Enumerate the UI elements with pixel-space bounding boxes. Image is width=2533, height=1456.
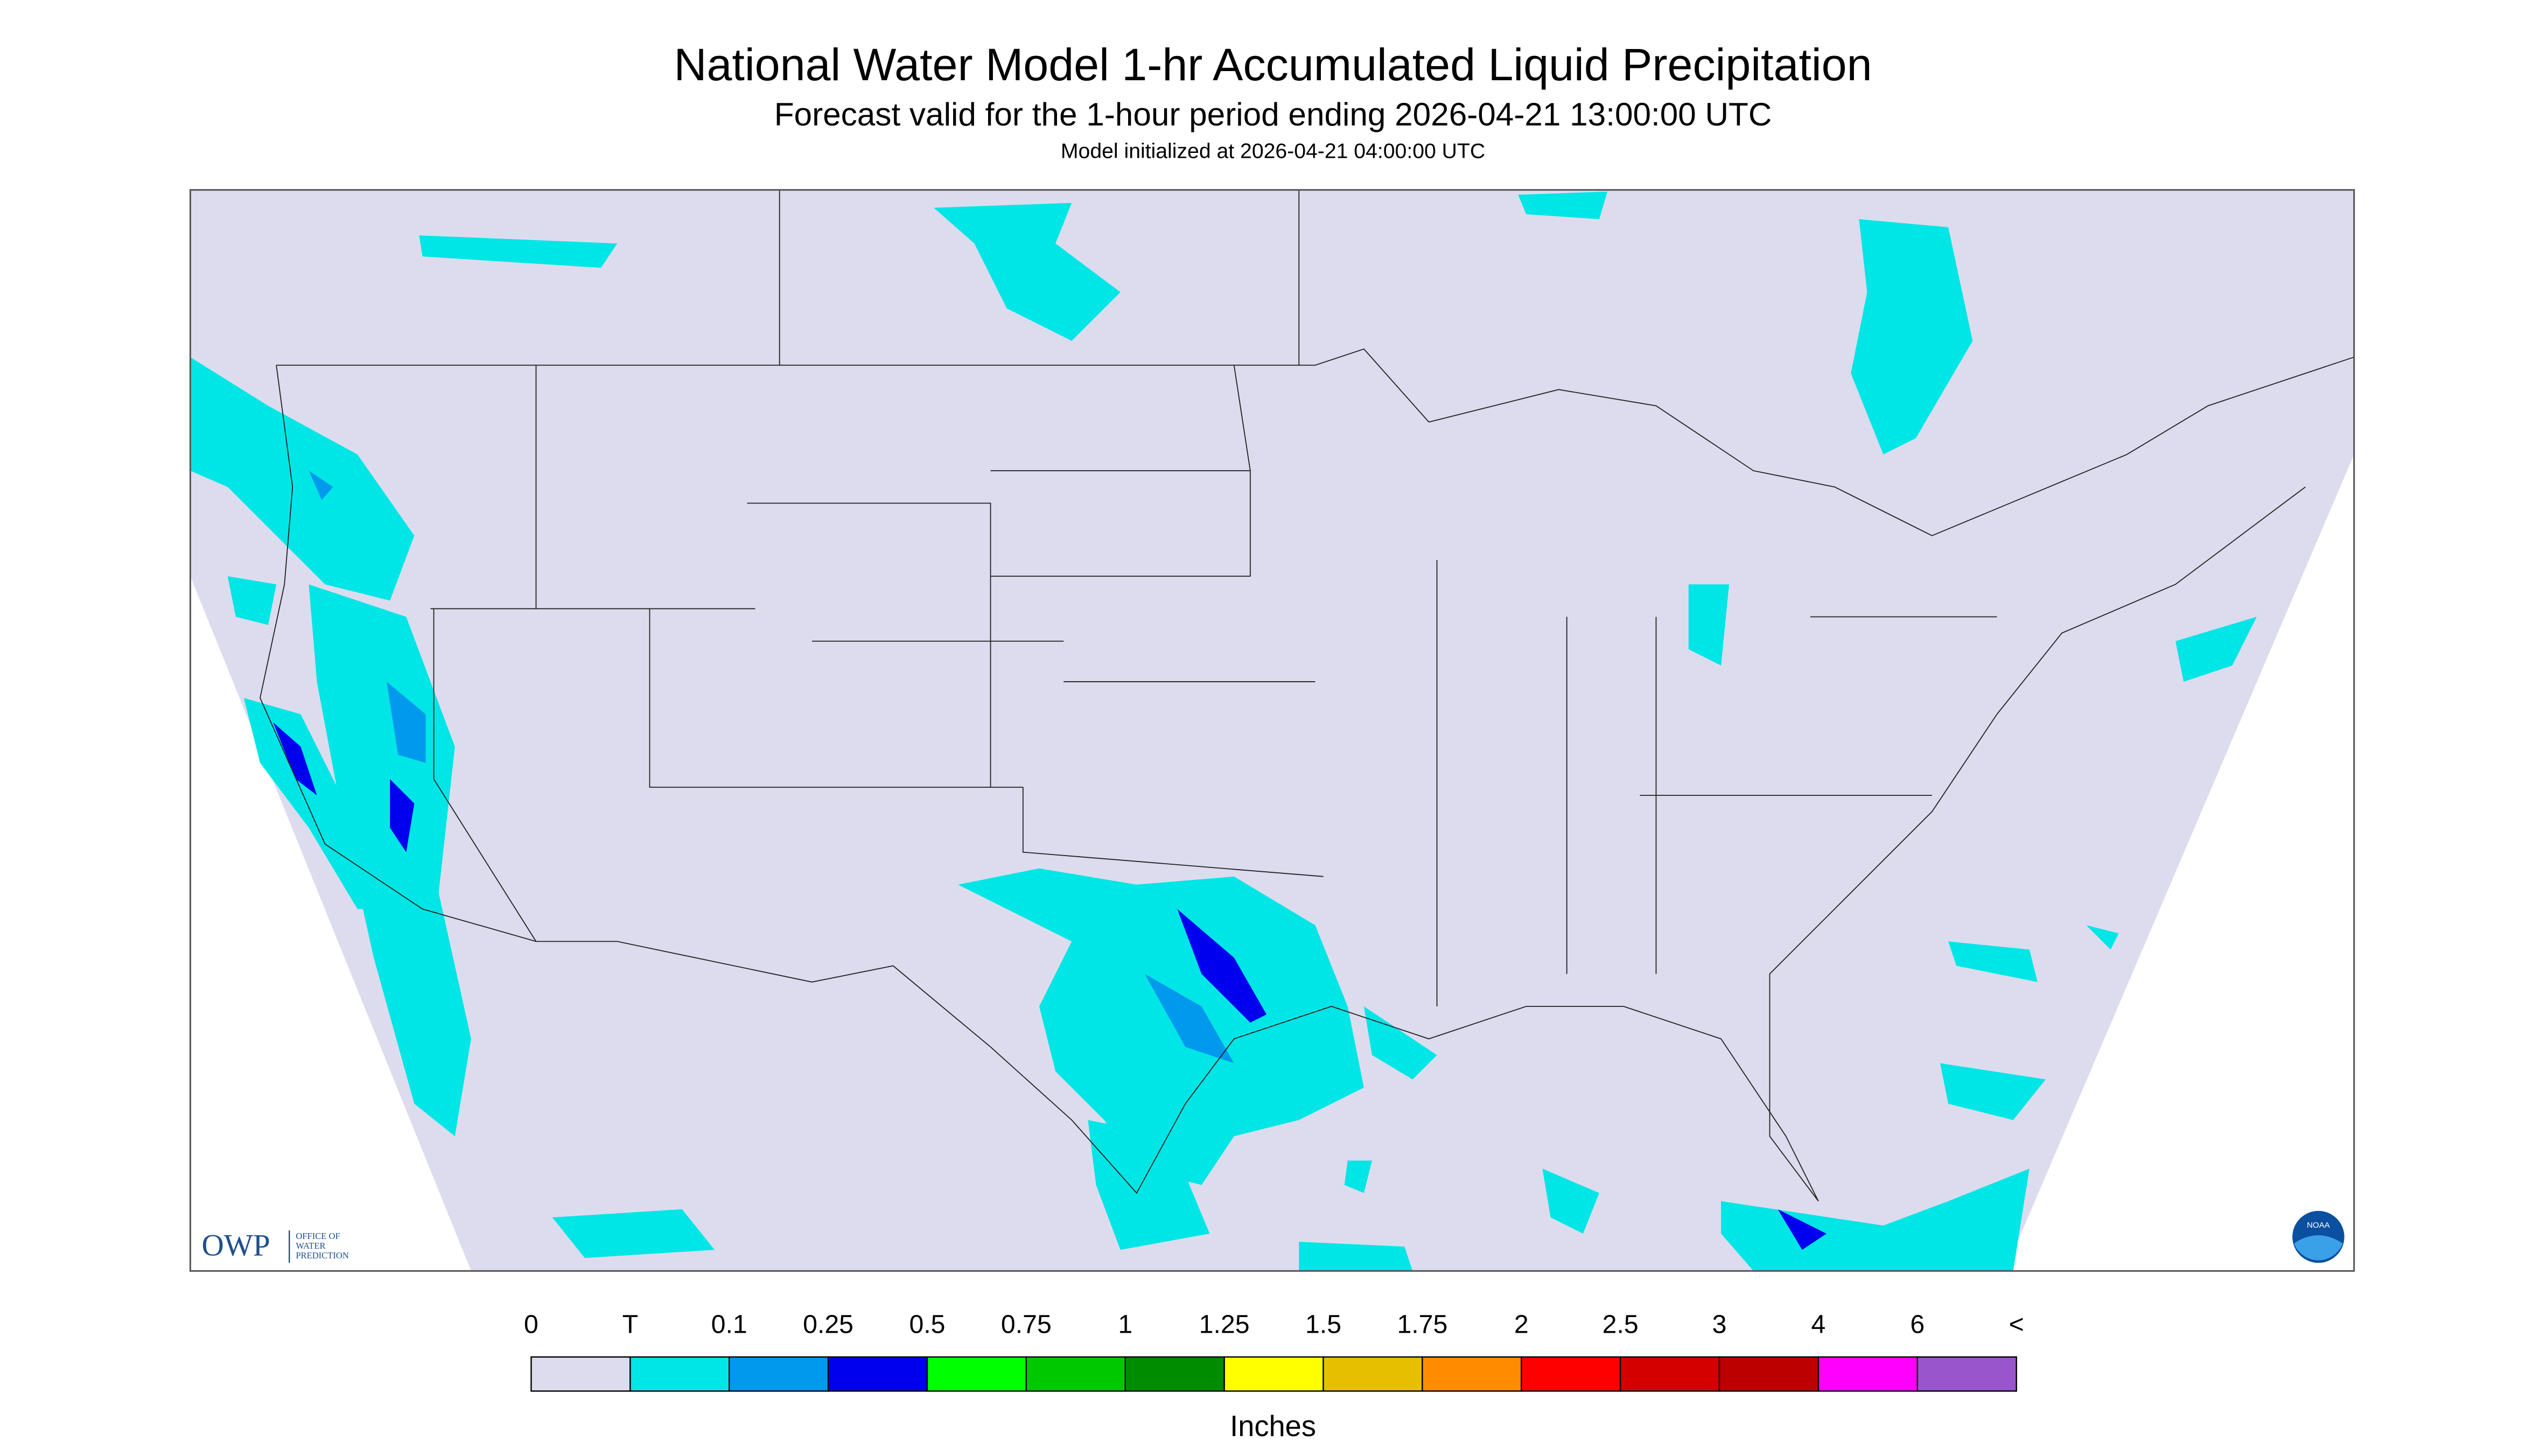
legend-swatch	[1422, 1356, 1522, 1392]
legend-swatch	[1718, 1356, 1820, 1392]
owp-text: WATER	[296, 1241, 326, 1251]
legend-swatch	[530, 1356, 631, 1392]
legend-label: 1.75	[1397, 1310, 1447, 1339]
noaa-text: NOAA	[2307, 1221, 2331, 1230]
precip-light	[190, 191, 2257, 1271]
legend-swatch	[1817, 1356, 1919, 1392]
precip-heavy	[273, 722, 1827, 1250]
legend-swatch	[1619, 1356, 1720, 1392]
map-frame	[189, 189, 2355, 1272]
legend-label: 0	[524, 1310, 538, 1339]
owp-text: PREDICTION	[296, 1250, 348, 1261]
legend-swatch	[827, 1356, 928, 1392]
legend-label: <	[2009, 1310, 2024, 1339]
legend-swatch	[728, 1356, 829, 1392]
noaa-wave	[2294, 1235, 2343, 1261]
legend-label: 2	[1514, 1310, 1529, 1339]
legend-label: T	[622, 1310, 638, 1339]
legend-swatch	[1521, 1356, 1621, 1392]
legend-label: 1.25	[1199, 1310, 1250, 1339]
legend-label: 0.1	[711, 1310, 747, 1339]
legend-swatch	[1223, 1356, 1324, 1392]
legend-label: 1	[1118, 1310, 1132, 1339]
precip-moderate	[309, 471, 1234, 1063]
legend-label: 0.25	[803, 1310, 853, 1339]
legend-swatch	[629, 1356, 730, 1392]
boundaries	[260, 190, 2354, 1202]
owp-text: OFFICE OF	[296, 1231, 340, 1241]
legend-swatch	[1323, 1356, 1423, 1392]
legend-swatch	[1916, 1356, 2017, 1392]
legend: 0 T 0.1 0.25 0.5 0.75 1 1.25 1.5 1.75 2 2.5 3 4 6 <	[524, 1310, 2024, 1392]
legend-swatch	[1025, 1356, 1126, 1392]
model-domain	[190, 190, 2354, 1271]
legend-label: 2.5	[1603, 1310, 1639, 1339]
legend-unit: Inches	[1230, 1410, 1316, 1443]
title: National Water Model 1-hr Accumulated Li…	[674, 39, 1872, 90]
legend-label: 1.5	[1305, 1310, 1341, 1339]
legend-label: 4	[1811, 1310, 1826, 1339]
legend-label: 6	[1910, 1310, 1925, 1339]
legend-label: 0.5	[909, 1310, 945, 1339]
map: OWP OFFICE OF WATER PREDICTION NOAA	[189, 189, 2355, 1272]
legend-label: 0.75	[1001, 1310, 1052, 1339]
legend-swatch	[926, 1356, 1027, 1392]
legend-label: 3	[1712, 1310, 1727, 1339]
init-note: Model initialized at 2026-04-21 04:00:00…	[1061, 140, 1485, 163]
subtitle: Forecast valid for the 1-hour period end…	[774, 96, 1772, 132]
owp-logo: OWP	[201, 1228, 270, 1262]
legend-swatch	[1124, 1356, 1225, 1392]
